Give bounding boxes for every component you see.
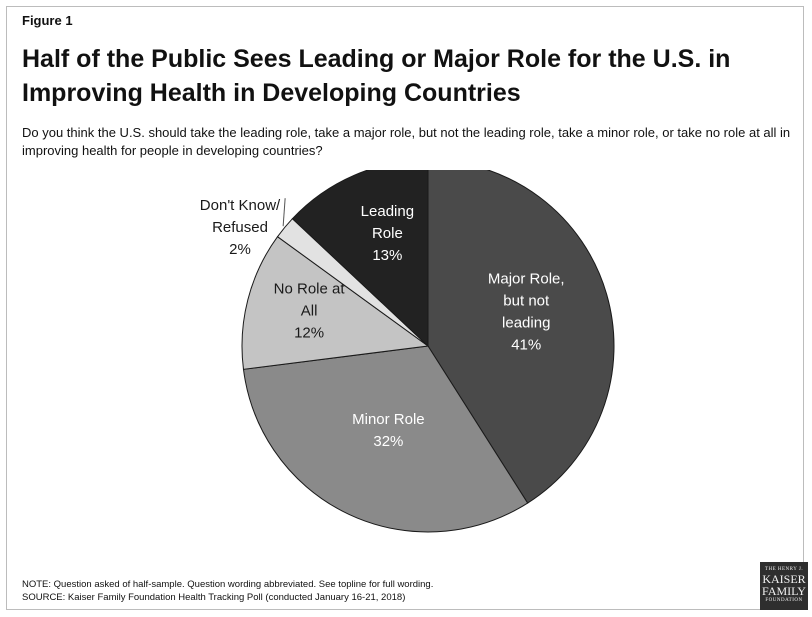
slice-label-line: Minor Role [352, 411, 425, 428]
pie-slice-3 [241, 235, 430, 370]
slice-label-line: Role [372, 225, 403, 242]
slice-value: 41% [511, 336, 541, 353]
figure-label: Figure 1 [22, 13, 73, 28]
slice-label-line: but not [503, 292, 550, 309]
chart-title: Half of the Public Sees Leading or Major… [22, 45, 731, 107]
slice-label-line: Leading [361, 203, 414, 220]
note-text: NOTE: Question asked of half-sample. Que… [22, 579, 434, 590]
slice-value: 2% [229, 241, 251, 258]
slice-value: 32% [373, 433, 403, 450]
figure-frame [6, 6, 804, 610]
source-text: SOURCE: Kaiser Family Foundation Health … [22, 592, 406, 603]
slice-label-2: Minor Role 32% [352, 411, 425, 450]
slice-label-line: Refused [212, 219, 268, 236]
slice-label-5: Leading Role 13% [361, 203, 414, 264]
chart-notes: NOTE: Question asked of half-sample. Que… [22, 578, 712, 604]
slice-label-line: No Role at [274, 280, 346, 297]
kff-logo: THE HENRY J. KAISER FAMILY FOUNDATION [760, 562, 808, 610]
pie-slice-5 [291, 170, 429, 348]
logo-line2: KAISER [762, 572, 806, 586]
slice-label-1: Major Role, but not leading 41% [488, 270, 565, 353]
pie-slice-2 [242, 345, 529, 533]
logo-line4: FOUNDATION [765, 598, 803, 603]
logo-line3: FAMILY [762, 584, 806, 598]
pie-slice-1 [427, 170, 615, 504]
logo-line1: THE HENRY J. [764, 567, 804, 572]
slice-value: 13% [372, 247, 402, 264]
slice-label-line: All [301, 302, 318, 319]
leader-line [282, 198, 286, 227]
chart-subtitle: Do you think the U.S. should take the le… [22, 125, 791, 158]
pie-chart: Major Role, but not leading 41% Minor Role 32… [200, 170, 615, 533]
slice-label-line: leading [502, 314, 550, 331]
slice-label-4: Don't Know/Refused 2% [200, 197, 281, 258]
slice-value: 12% [294, 324, 324, 341]
slice-label-line: Major Role, [488, 270, 565, 287]
slice-label-3: No Role at All 12% [274, 280, 346, 341]
slice-label-line: Don't Know/ [200, 197, 281, 214]
